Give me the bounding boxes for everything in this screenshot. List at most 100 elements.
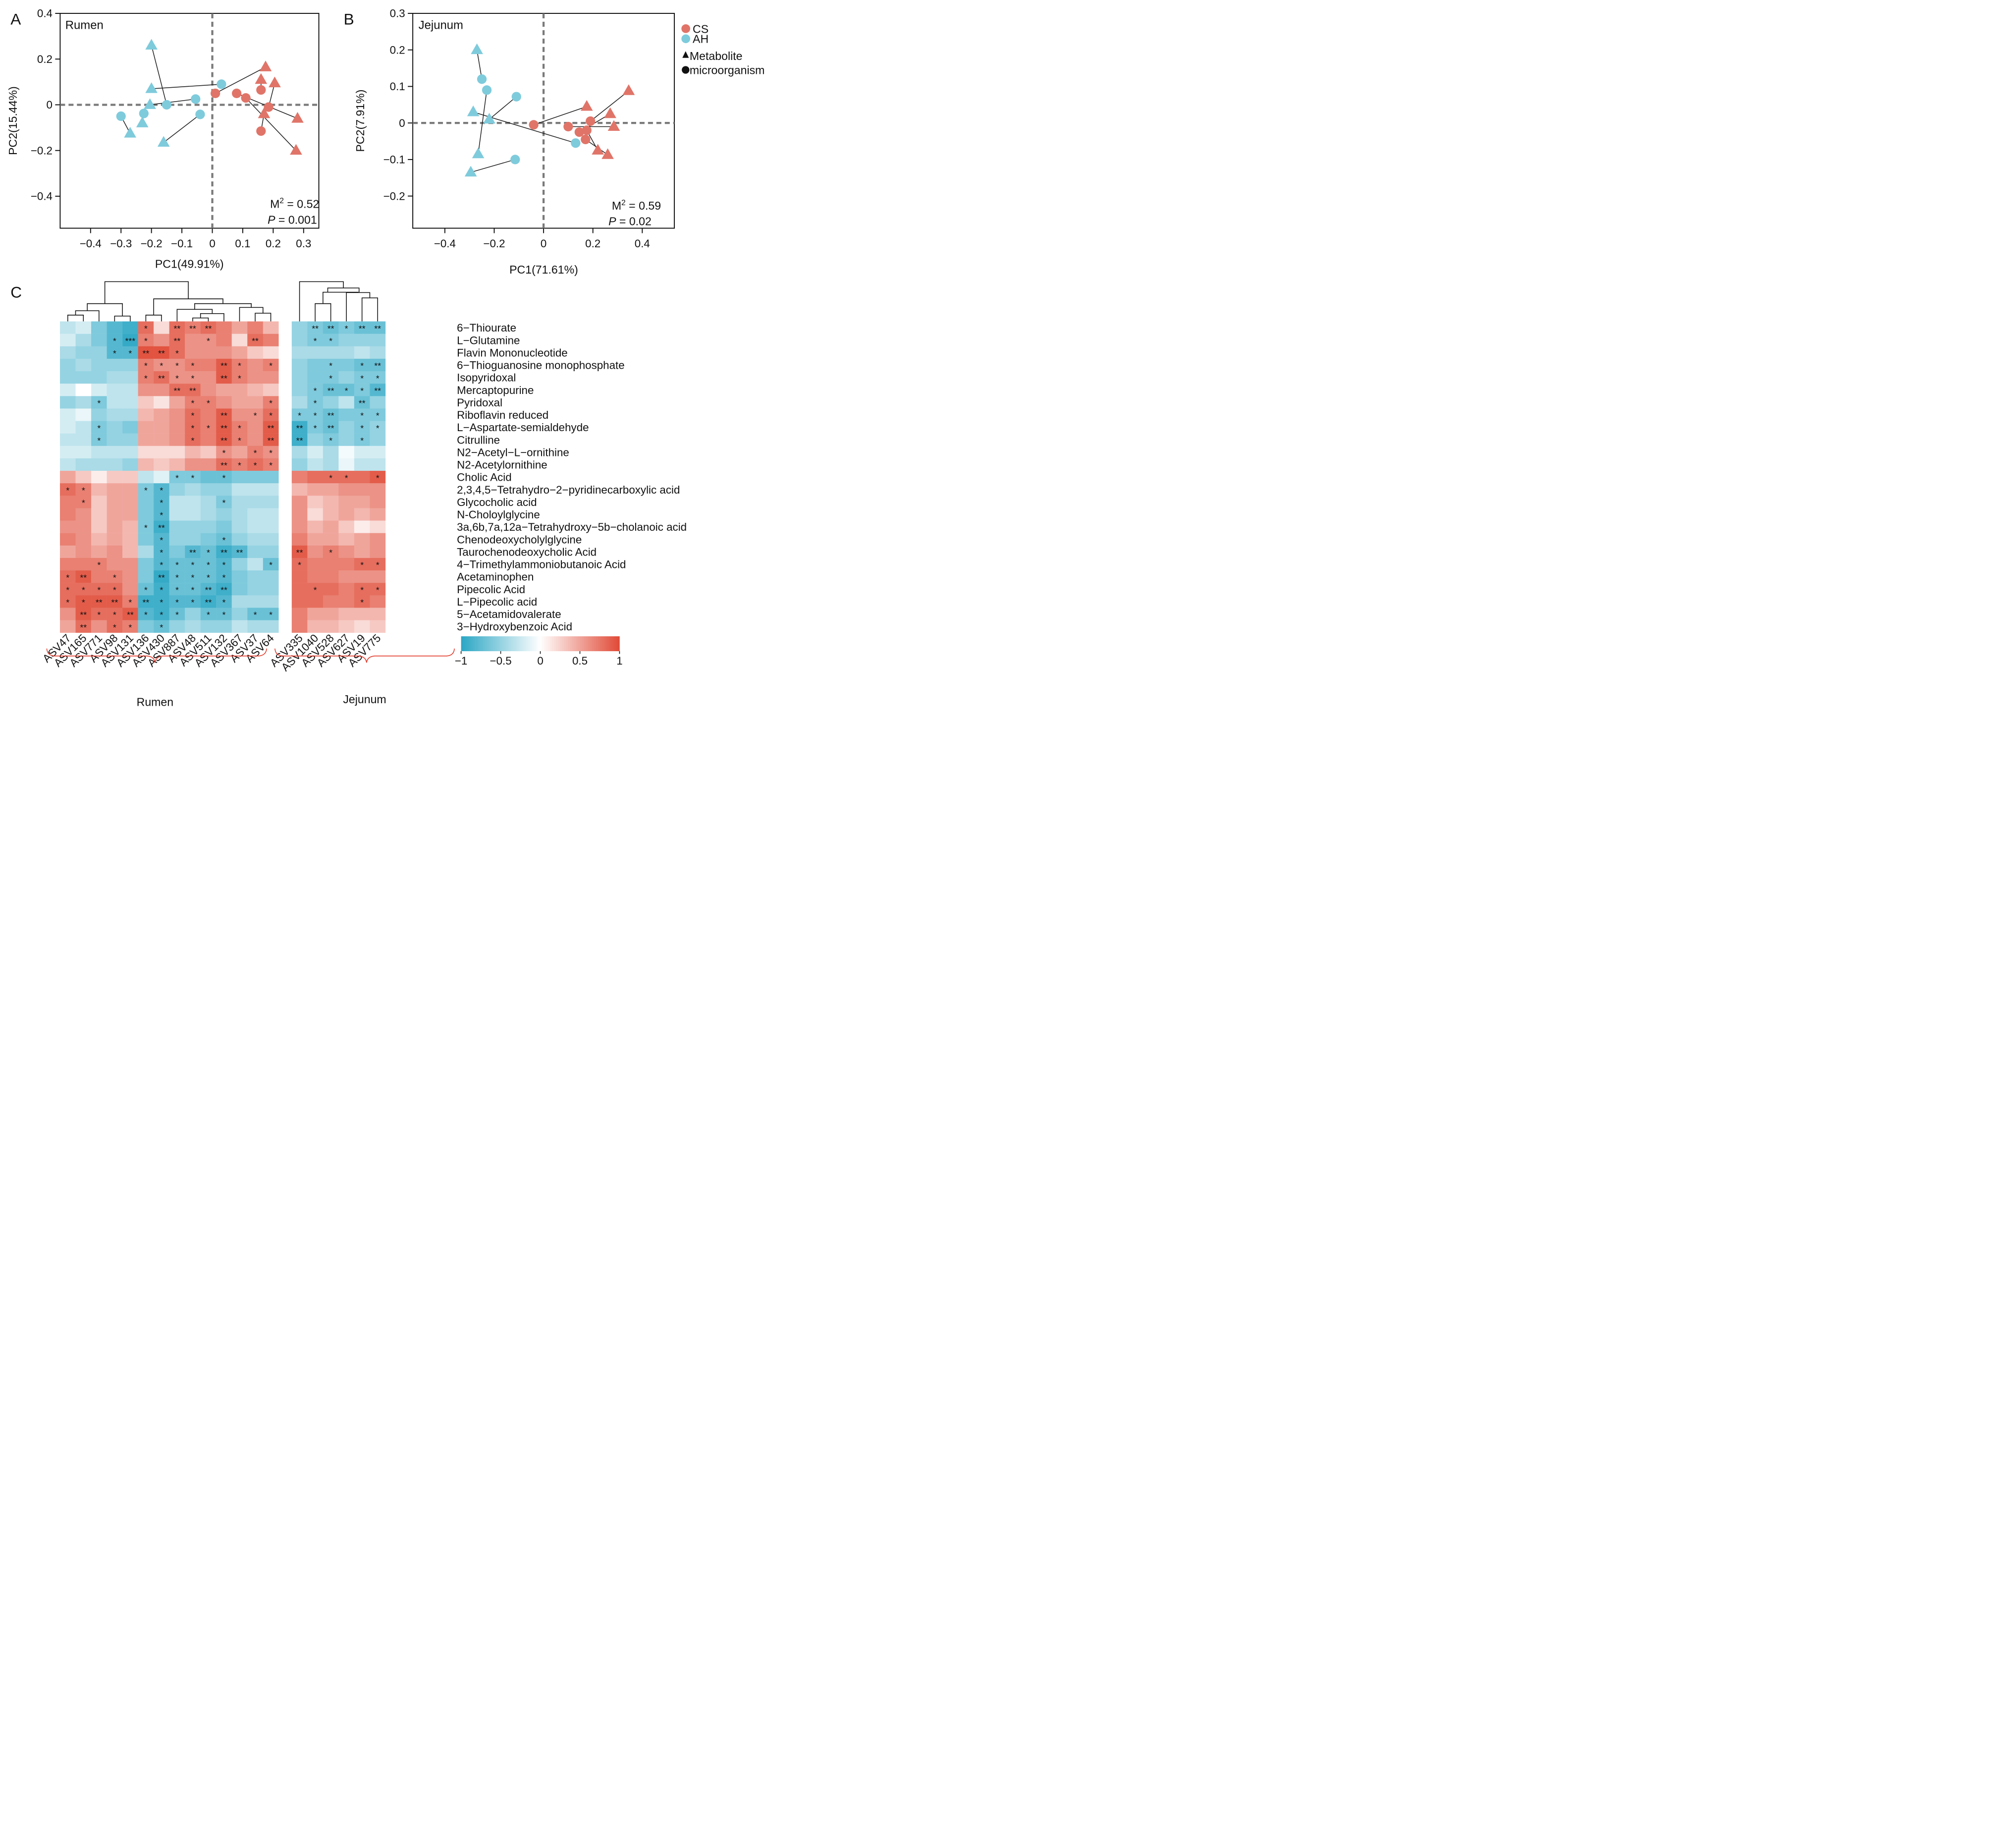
rumen-significance-mark: *: [160, 560, 163, 570]
rumen-cell: [91, 371, 107, 384]
rumen-cell: [263, 570, 279, 583]
colorbar-segment: [483, 636, 485, 652]
jejunum-significance-mark: *: [314, 398, 317, 408]
panel-b-xtick-label: 0.2: [585, 237, 600, 250]
rumen-cell: [216, 533, 232, 546]
rumen-heatmap: * ** ** *** *** * ** * *** * ** ** ** * * * ** * ** ** * * ** *…: [59, 321, 279, 633]
jejunum-cell: [354, 520, 370, 533]
colorbar-segment: [560, 636, 562, 652]
colorbar-segment: [504, 636, 507, 652]
rumen-significance-mark: *: [160, 361, 163, 371]
rumen-branch: [87, 303, 123, 316]
rumen-cell: [138, 446, 154, 459]
jejunum-cell: [338, 396, 355, 409]
rumen-cell: [154, 558, 169, 571]
rumen-cell: [75, 471, 92, 484]
rumen-cell: [107, 533, 123, 546]
rumen-cell: [107, 408, 123, 421]
rumen-significance-mark: *: [160, 548, 163, 558]
rumen-significance-mark: **: [220, 373, 227, 383]
rumen-cell: [200, 595, 217, 608]
rumen-cell: [247, 508, 264, 521]
colorbar-segment: [552, 636, 554, 652]
rumen-significance-mark: **: [80, 610, 87, 620]
rumen-significance-mark: *: [191, 373, 194, 383]
rumen-cell: [263, 358, 279, 372]
rumen-cell: [122, 471, 138, 484]
jejunum-cell: [291, 433, 308, 447]
rumen-significance-mark: *: [175, 598, 179, 608]
panel-a-xtick-label: −0.3: [110, 237, 132, 250]
rumen-cell: [216, 384, 232, 396]
rumen-cell: [59, 371, 76, 384]
rumen-cell: [216, 421, 232, 434]
rumen-significance-mark: *: [113, 585, 116, 595]
row-label: 3a,6b,7a,12a−Tetrahydroxy−5b−cholanoic a…: [457, 521, 687, 533]
rumen-significance-mark: *: [82, 598, 85, 608]
jejunum-cell: [338, 545, 355, 559]
rumen-cell: [122, 583, 138, 596]
jejunum-cell: [338, 558, 355, 571]
rumen-significance-mark: *: [66, 485, 69, 495]
rumen-cell: [231, 496, 248, 508]
rumen-dendrogram: [67, 281, 272, 322]
panel-b-metabolite-point: [483, 112, 495, 124]
jejunum-cell: [323, 520, 339, 533]
panel-a-xtick-label: 0.2: [266, 237, 281, 250]
rumen-cell: [122, 558, 138, 571]
rumen-cell: [138, 433, 154, 447]
jejunum-cell: [323, 446, 339, 459]
rumen-cell: [247, 384, 264, 396]
rumen-significance-mark: *: [144, 336, 148, 346]
panel-b-metabolite-point: [592, 144, 604, 155]
rumen-cell: [247, 346, 264, 359]
panel-a-microbe-point: [195, 110, 205, 119]
rumen-significance-mark: *: [66, 572, 69, 582]
colorbar-segment: [596, 636, 598, 652]
panel-a-xtick-label: −0.4: [80, 237, 102, 250]
rumen-cell: [169, 384, 185, 396]
rumen-significance-mark: **: [205, 324, 212, 334]
panel-b-ytick-label: −0.2: [383, 190, 405, 202]
jejunum-cell: [307, 520, 324, 533]
rumen-significance-mark: **: [252, 336, 259, 346]
rumen-cell: [59, 421, 76, 434]
rumen-significance-mark: **: [174, 324, 181, 334]
rumen-branch: [194, 303, 252, 310]
panel-a-xtick-label: −0.2: [141, 237, 163, 250]
jejunum-cell: [338, 358, 355, 372]
rumen-cell: [122, 570, 138, 583]
jejunum-cell: [307, 346, 324, 359]
rumen-cell: [200, 358, 217, 372]
panel-a-microbe-point: [264, 102, 273, 112]
jejunum-significance-mark: *: [360, 585, 364, 595]
jejunum-significance-mark: *: [376, 423, 380, 433]
rumen-cell: [169, 558, 185, 571]
rumen-cell: [154, 471, 169, 484]
rumen-cell: [200, 334, 217, 347]
jejunum-cell: [370, 545, 386, 559]
panel-a-pair-line: [215, 66, 266, 94]
rumen-cell: [138, 558, 154, 571]
rumen-cell: [185, 508, 201, 521]
panel-a-ytick-label: −0.2: [31, 144, 53, 157]
jejunum-significance-mark: **: [374, 324, 381, 334]
rumen-cell: [247, 570, 264, 583]
rumen-cell: [59, 458, 76, 471]
rumen-cell: [231, 595, 248, 608]
rumen-cell: [59, 608, 76, 620]
jejunum-cell: [370, 583, 386, 596]
rumen-cell: [231, 471, 248, 484]
colorbar-segment: [536, 636, 539, 652]
rumen-branch: [200, 313, 224, 322]
rumen-cell: [91, 620, 107, 633]
rumen-cell: [200, 545, 217, 559]
rumen-cell: [185, 321, 201, 334]
rumen-significance-mark: **: [220, 436, 227, 446]
rumen-cell: [216, 595, 232, 608]
jejunum-cell: [323, 358, 339, 372]
rumen-cell: [169, 520, 185, 533]
jejunum-cell: [307, 496, 324, 508]
rumen-cell: [91, 520, 107, 533]
jejunum-branch: [299, 281, 344, 322]
